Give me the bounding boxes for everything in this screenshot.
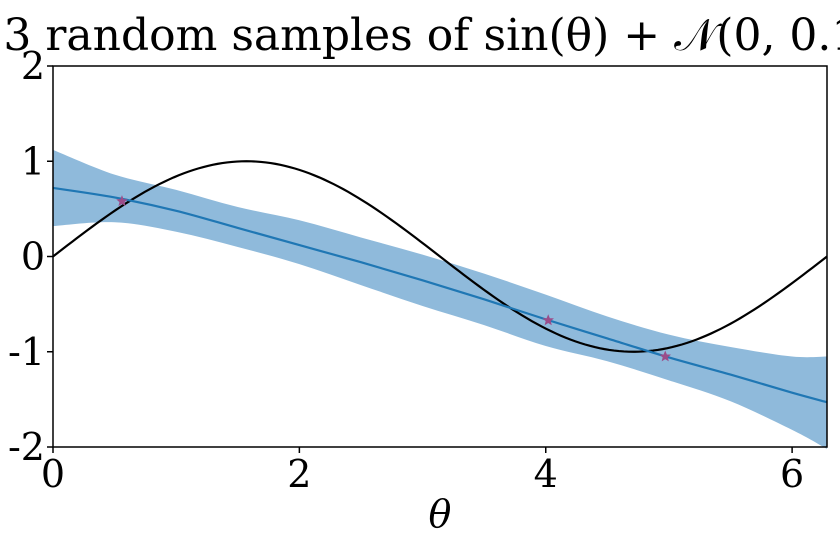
y-tick-label: -2	[8, 425, 45, 469]
x-tick-label: 4	[534, 452, 558, 496]
sample-point	[659, 350, 672, 362]
x-tick-label: 6	[780, 452, 804, 496]
sample-point	[542, 314, 554, 326]
y-ticks: 2 1 0 -1 -2	[8, 44, 53, 469]
x-tick-label: 0	[41, 452, 65, 496]
sample-point	[116, 195, 128, 207]
x-tick-label: 2	[287, 452, 311, 496]
lines-layer	[52, 160, 828, 404]
sine-curve	[52, 160, 828, 353]
chart-title: 3 random samples of sin(θ) + 𝒩(0, 0.1)	[3, 10, 840, 61]
confidence-band	[53, 149, 827, 449]
confidence-band-layer	[53, 149, 827, 449]
y-tick-label: -1	[8, 330, 45, 374]
x-axis-label: θ	[429, 492, 452, 536]
y-tick-label: 0	[21, 235, 45, 279]
y-tick-label: 2	[21, 44, 45, 88]
y-tick-label: 1	[21, 139, 45, 183]
sample-points-layer	[116, 195, 672, 362]
x-ticks: 0 2 4 6	[41, 447, 804, 496]
posterior-mean-line	[52, 186, 828, 404]
